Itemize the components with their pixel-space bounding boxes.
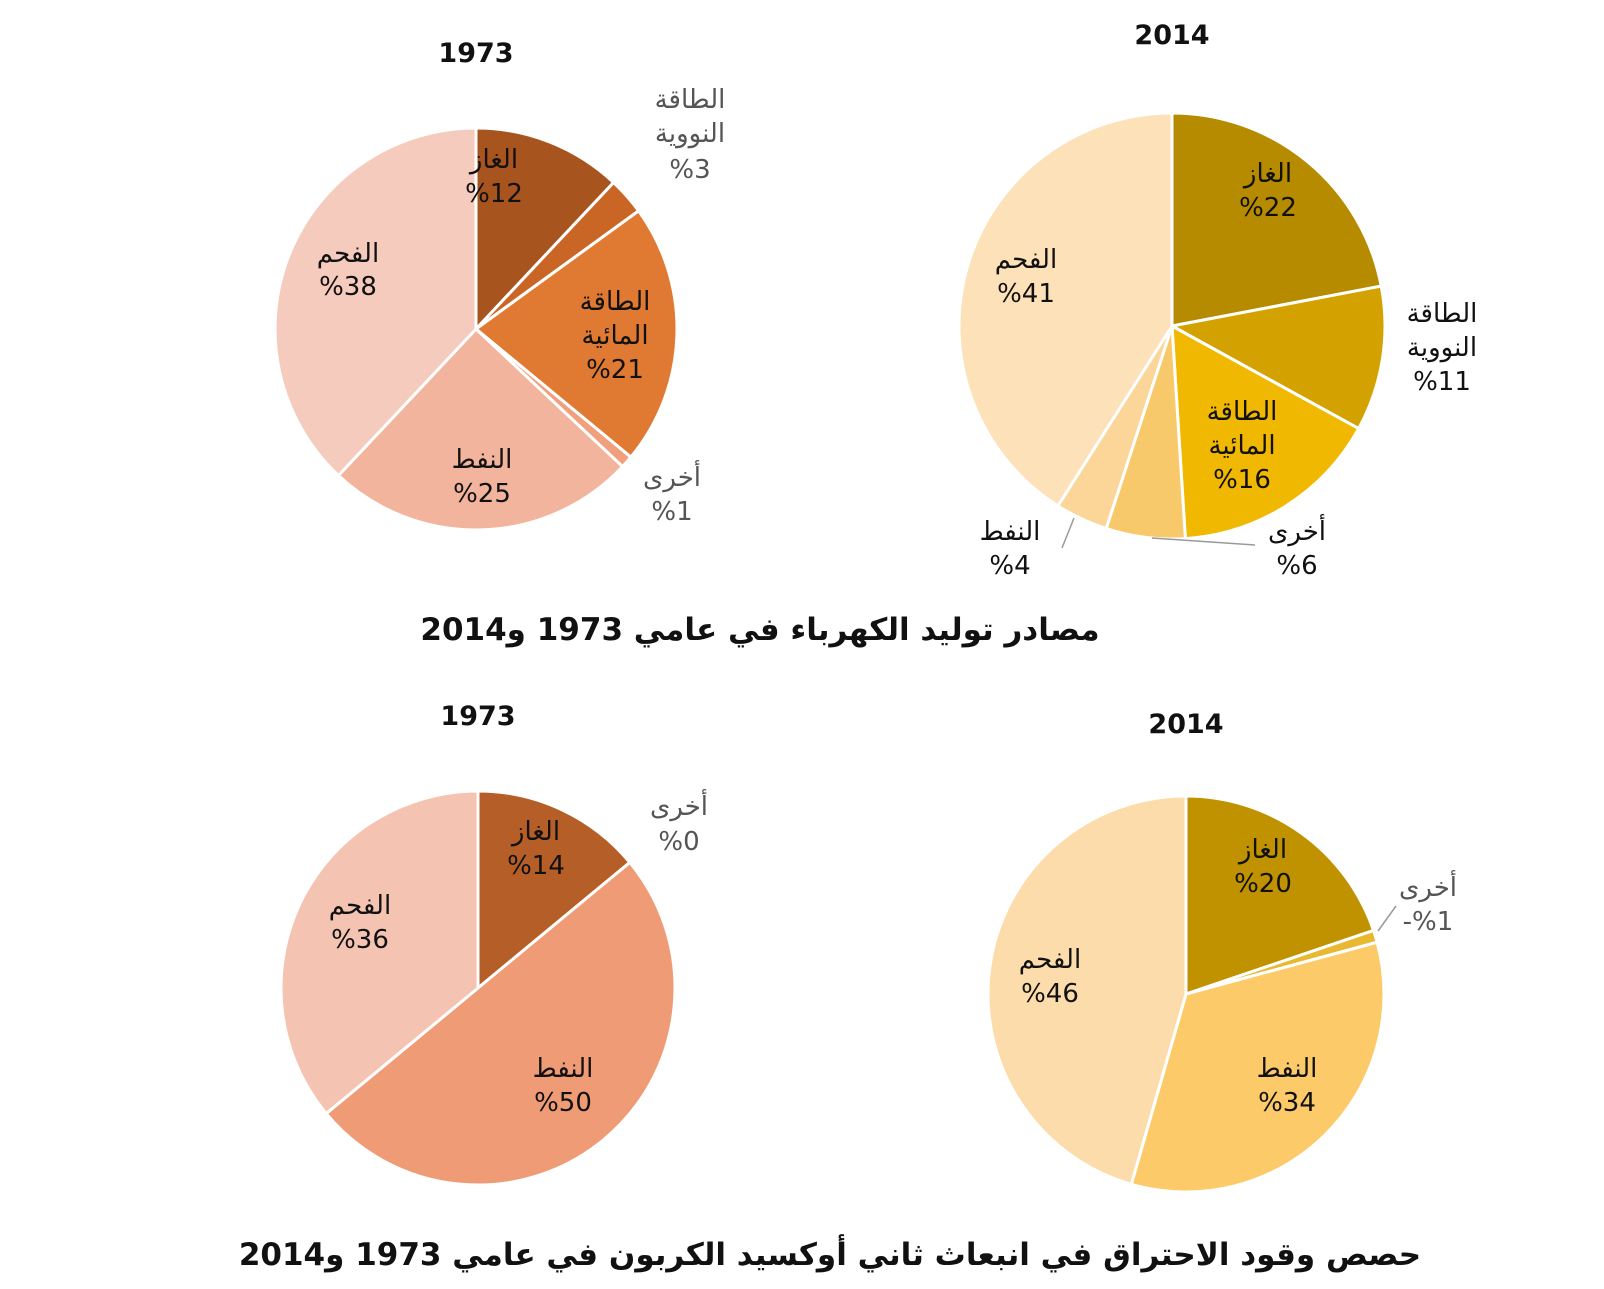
slice-label: الفحم [317,239,379,269]
slice-label: النووية [655,119,725,149]
slice-value-label: %16 [1213,465,1271,495]
leader-line [1061,517,1075,549]
slice-value-label: %36 [331,925,389,955]
slice-label: الغاز [1242,159,1292,189]
slice-value-label: -%1 [1403,907,1454,937]
slice-value-label: %11 [1413,367,1471,397]
slice-label: الطاقة [1207,397,1278,427]
slice-value-label: %25 [453,479,511,509]
slice-label: النووية [1407,333,1477,363]
slice-label: الفحم [1019,945,1081,975]
slice-value-label: %38 [319,272,377,302]
pie-slice [1184,794,1376,997]
pie-co2-2014: الغاز %20 أخرى -%1 النفط %34 الفحم %46 [986,794,1457,1194]
slice-label: الغاز [510,817,560,847]
slice-label: الفحم [995,245,1057,275]
slice-label: النفط [980,517,1041,547]
slice-value-label: %3 [669,155,710,185]
pie-electricity-1973: الغاز %12 الطاقة النووية %3 الطاقة المائية %21 أ… [273,85,726,532]
pie-slice [474,126,616,333]
slice-value-label: %1 [651,497,692,527]
slice-value-label: %20 [1234,869,1292,899]
pie-slice [473,208,679,460]
electricity-section-title: مصادر توليد الكهرباء في عامي 1973 و2014 [420,612,1099,648]
slice-label: أخرى [1399,869,1457,903]
pie-co2-1973: الغاز %14 أخرى %0 النفط %50 الفحم %36 [279,788,708,1187]
slice-value-label: %21 [586,355,644,385]
slice-label: النفط [1257,1054,1318,1084]
pie-electricity-2014-title: 2014 [1134,20,1209,51]
slice-label: المائية [581,321,648,351]
pie-slice [273,126,478,478]
slice-label: النفط [533,1054,594,1084]
slice-label: الطاقة [1407,299,1478,329]
slice-value-label: %4 [989,551,1030,581]
co2-section-title: حصص وقود الاحتراق في انبعاث ثاني أوكسيد … [239,1234,1421,1273]
pie-electricity-1973-title: 1973 [438,38,513,69]
slice-value-label: %50 [534,1088,592,1118]
pie-slice [476,789,632,992]
slice-value-label: %12 [465,179,523,209]
slice-label: الفحم [329,891,391,921]
slice-label: الطاقة [580,287,651,317]
pie-slice [1129,940,1386,1194]
slice-value-label: %41 [997,279,1055,309]
slice-value-label: %0 [658,827,699,857]
slice-label: أخرى [650,788,708,822]
pie-co2-2014-title: 2014 [1148,709,1223,740]
pie-slice [1167,284,1387,431]
slice-label: أخرى [1268,513,1326,547]
pie-slice [324,860,677,1187]
slice-label: الغاز [1237,835,1287,865]
pie-electricity-2014: الغاز %22 الطاقة النووية %11 الطاقة المائية %16… [957,111,1478,581]
slice-label: الطاقة [655,85,726,115]
pie-slice [986,794,1188,1187]
leader-line [1377,905,1397,932]
slice-value-label: %6 [1276,551,1317,581]
pie-co2-1973-title: 1973 [440,701,515,732]
slice-label: أخرى [643,459,701,493]
leader-line [1151,537,1256,546]
slice-value-label: %14 [507,851,565,881]
slice-label: النفط [452,445,513,475]
pie-slice [279,789,480,1116]
pie-slice [1170,323,1361,541]
slice-value-label: %46 [1021,979,1079,1009]
slice-value-label: %22 [1239,193,1297,223]
pie-slice [1170,111,1383,328]
slice-value-label: %34 [1258,1088,1316,1118]
pie-slice [957,111,1174,508]
slice-label: المائية [1208,431,1275,461]
slice-label: الغاز [468,145,518,175]
pie-slice [336,326,625,532]
